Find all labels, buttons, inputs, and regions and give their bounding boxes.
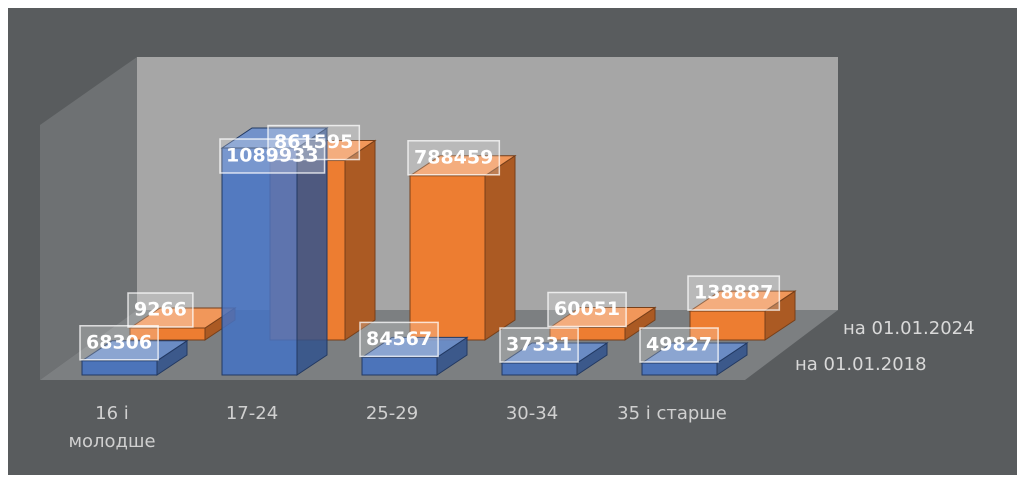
data-label-box [267,124,361,161]
data-label-box [499,327,579,363]
bar [221,147,298,376]
bar [81,360,158,376]
data-label: 9266 [134,299,187,321]
legend-label: на 01.01.2024 [843,318,975,339]
bar [361,356,438,376]
data-label: 37331 [506,334,572,356]
data-label: 60051 [554,298,620,320]
bar [129,327,206,341]
data-label: 788459 [414,146,493,168]
data-label-box [639,327,719,363]
legend-label: на 01.01.2018 [795,354,927,375]
x-tick-label: 16 і молодше [68,403,156,452]
bar [689,310,766,341]
data-label: 1089933 [226,145,319,167]
data-label-box [219,138,326,174]
x-tick-label: 30-34 [505,403,559,424]
bar [641,362,718,376]
data-label: 138887 [694,282,773,304]
x-tick-label: 35 і старше [617,403,727,424]
data-label: 84567 [366,328,432,350]
data-label: 68306 [86,331,152,353]
bar-side [484,154,516,341]
side-wall [40,57,137,380]
data-label-box [407,140,501,176]
x-tick-label: 17-24 [225,403,279,424]
data-label-box [359,321,439,358]
data-label-box [79,325,159,361]
data-label: 861595 [274,131,353,153]
data-label: 49827 [646,334,712,356]
x-tick-label: 25-29 [365,403,419,424]
bar-side [344,139,376,341]
data-label-box [547,291,627,328]
data-label-box [687,275,781,311]
bar [501,362,578,376]
data-label-box [127,292,194,328]
bar [409,175,486,341]
bar [549,326,626,341]
